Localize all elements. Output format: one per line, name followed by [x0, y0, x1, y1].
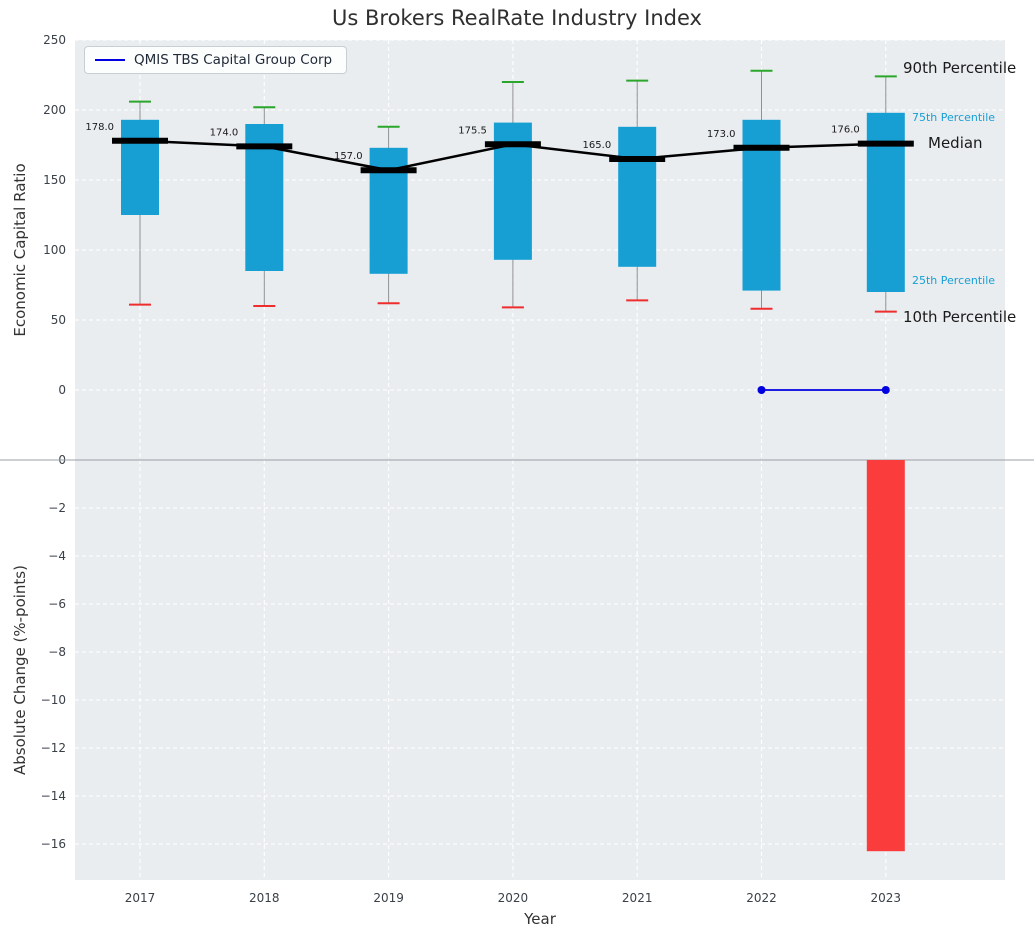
- y-tick-label-top: 50: [51, 313, 66, 327]
- y-tick-label-bottom: −10: [41, 693, 66, 707]
- x-tick-label: 2022: [746, 891, 777, 905]
- y-tick-label-top: 150: [43, 173, 66, 187]
- iqr-box-2021: [618, 126, 657, 267]
- y-tick-label-top: 250: [43, 33, 66, 47]
- company-marker-2023: [881, 386, 890, 394]
- x-tick-label: 2019: [373, 891, 404, 905]
- x-tick-label: 2017: [125, 891, 156, 905]
- y-tick-label-bottom: −6: [48, 597, 66, 611]
- y-tick-label-bottom: −12: [41, 741, 66, 755]
- y-tick-label-bottom: −8: [48, 645, 66, 659]
- y-axis-label-bottom: Absolute Change (%-points): [11, 565, 29, 775]
- median-value-label-2020: 175.5: [458, 125, 487, 136]
- annotation-25th-percentile: 25th Percentile: [912, 274, 996, 287]
- y-tick-label-bottom: −14: [41, 789, 66, 803]
- y-tick-label-top: 100: [43, 243, 66, 257]
- legend-line-sample: [95, 59, 125, 61]
- x-tick-label: 2023: [871, 891, 902, 905]
- legend: QMIS TBS Capital Group Corp: [84, 46, 348, 74]
- bottom-panel-bg: [75, 460, 1005, 880]
- median-value-label-2022: 173.0: [707, 129, 736, 140]
- y-tick-label-top: 0: [58, 383, 66, 397]
- legend-label: QMIS TBS Capital Group Corp: [134, 52, 333, 68]
- median-value-label-2018: 174.0: [210, 127, 239, 138]
- x-tick-label: 2018: [249, 891, 280, 905]
- annotation-10th-percentile: 10th Percentile: [903, 308, 1017, 326]
- x-axis-label: Year: [524, 910, 556, 928]
- median-value-label-2019: 157.0: [334, 151, 363, 162]
- company-marker-2022: [757, 386, 766, 394]
- y-tick-label-bottom: −16: [41, 837, 66, 851]
- x-tick-label: 2021: [622, 891, 653, 905]
- annotation-75th-percentile: 75th Percentile: [912, 111, 996, 124]
- chart-title: Us Brokers RealRate Industry Index: [332, 6, 702, 30]
- y-tick-label-top: 200: [43, 103, 66, 117]
- x-tick-label: 2020: [498, 891, 529, 905]
- median-value-label-2017: 178.0: [85, 122, 114, 133]
- median-value-label-2023: 176.0: [831, 125, 860, 136]
- annotation-median: Median: [928, 134, 983, 152]
- y-tick-label-bottom: −2: [48, 501, 66, 515]
- iqr-box-2017: [121, 119, 159, 215]
- median-value-label-2021: 165.0: [583, 140, 612, 151]
- y-tick-label-bottom: −4: [48, 549, 66, 563]
- y-axis-label-top: Economic Capital Ratio: [11, 163, 29, 337]
- change-bar-2023: [866, 460, 905, 852]
- iqr-box-2023: [866, 112, 905, 292]
- annotation-90th-percentile: 90th Percentile: [903, 59, 1017, 77]
